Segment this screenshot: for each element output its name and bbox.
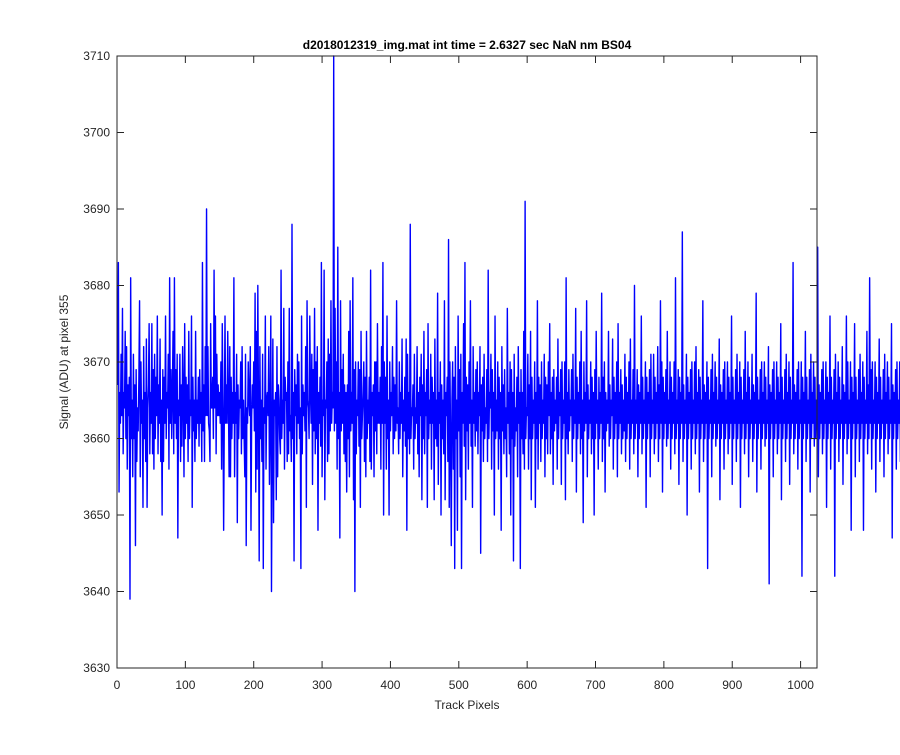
- x-tick-label: 300: [312, 678, 332, 692]
- y-tick-label: 3650: [83, 508, 110, 522]
- y-axis-label: Signal (ADU) at pixel 355: [57, 294, 71, 429]
- y-tick-label: 3660: [83, 432, 110, 446]
- y-tick-label: 3670: [83, 355, 110, 369]
- y-tick-label: 3700: [83, 126, 110, 140]
- x-axis-label: Track Pixels: [435, 698, 500, 712]
- chart-title: d2018012319_img.mat int time = 2.6327 se…: [303, 38, 632, 52]
- x-tick-label: 200: [244, 678, 264, 692]
- x-tick-label: 1000: [787, 678, 814, 692]
- y-tick-label: 3690: [83, 202, 110, 216]
- y-tick-label: 3630: [83, 661, 110, 675]
- y-tick-label: 3680: [83, 279, 110, 293]
- x-tick-label: 400: [380, 678, 400, 692]
- x-tick-label: 500: [449, 678, 469, 692]
- x-tick-label: 100: [175, 678, 195, 692]
- x-tick-label: 900: [722, 678, 742, 692]
- x-tick-label: 700: [586, 678, 606, 692]
- series-line-1: [116, 55, 900, 600]
- x-tick-label: 800: [654, 678, 674, 692]
- x-tick-label: 600: [517, 678, 537, 692]
- ticks-layer: 0 100 200 300 400 500 600 700 800 900 1000 3630 3640…: [83, 49, 817, 692]
- y-tick-label: 3640: [83, 585, 110, 599]
- series-layer: [116, 55, 900, 600]
- y-tick-label: 3710: [83, 49, 110, 63]
- x-tick-label: 0: [114, 678, 121, 692]
